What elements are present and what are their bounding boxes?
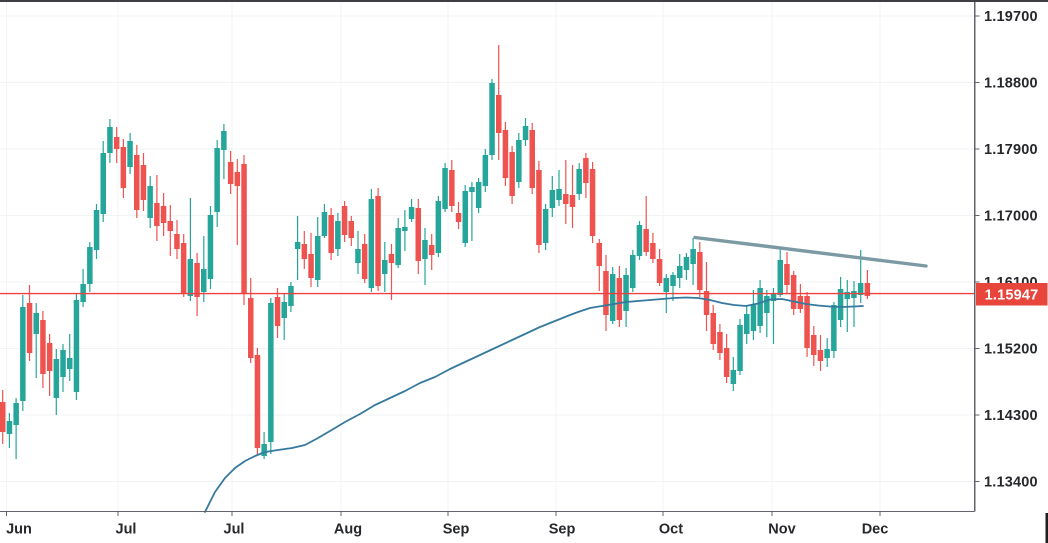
svg-text:Sep: Sep	[443, 522, 470, 538]
svg-text:1.15200: 1.15200	[984, 342, 1038, 358]
svg-text:Dec: Dec	[862, 522, 889, 538]
svg-text:Oct: Oct	[659, 522, 683, 538]
svg-text:1.14300: 1.14300	[984, 408, 1038, 424]
svg-text:Aug: Aug	[334, 522, 362, 538]
svg-text:1.13400: 1.13400	[984, 475, 1038, 491]
svg-text:Jul: Jul	[116, 522, 137, 538]
svg-text:1.17000: 1.17000	[984, 209, 1038, 225]
svg-text:1.17900: 1.17900	[984, 142, 1038, 158]
svg-text:Nov: Nov	[768, 522, 795, 538]
svg-text:Jun: Jun	[6, 522, 32, 538]
svg-text:Sep: Sep	[549, 522, 576, 538]
svg-text:1.19700: 1.19700	[984, 9, 1038, 25]
svg-text:1.15947: 1.15947	[985, 288, 1039, 304]
svg-text:Jul: Jul	[224, 522, 245, 538]
svg-text:1.18800: 1.18800	[984, 76, 1038, 92]
